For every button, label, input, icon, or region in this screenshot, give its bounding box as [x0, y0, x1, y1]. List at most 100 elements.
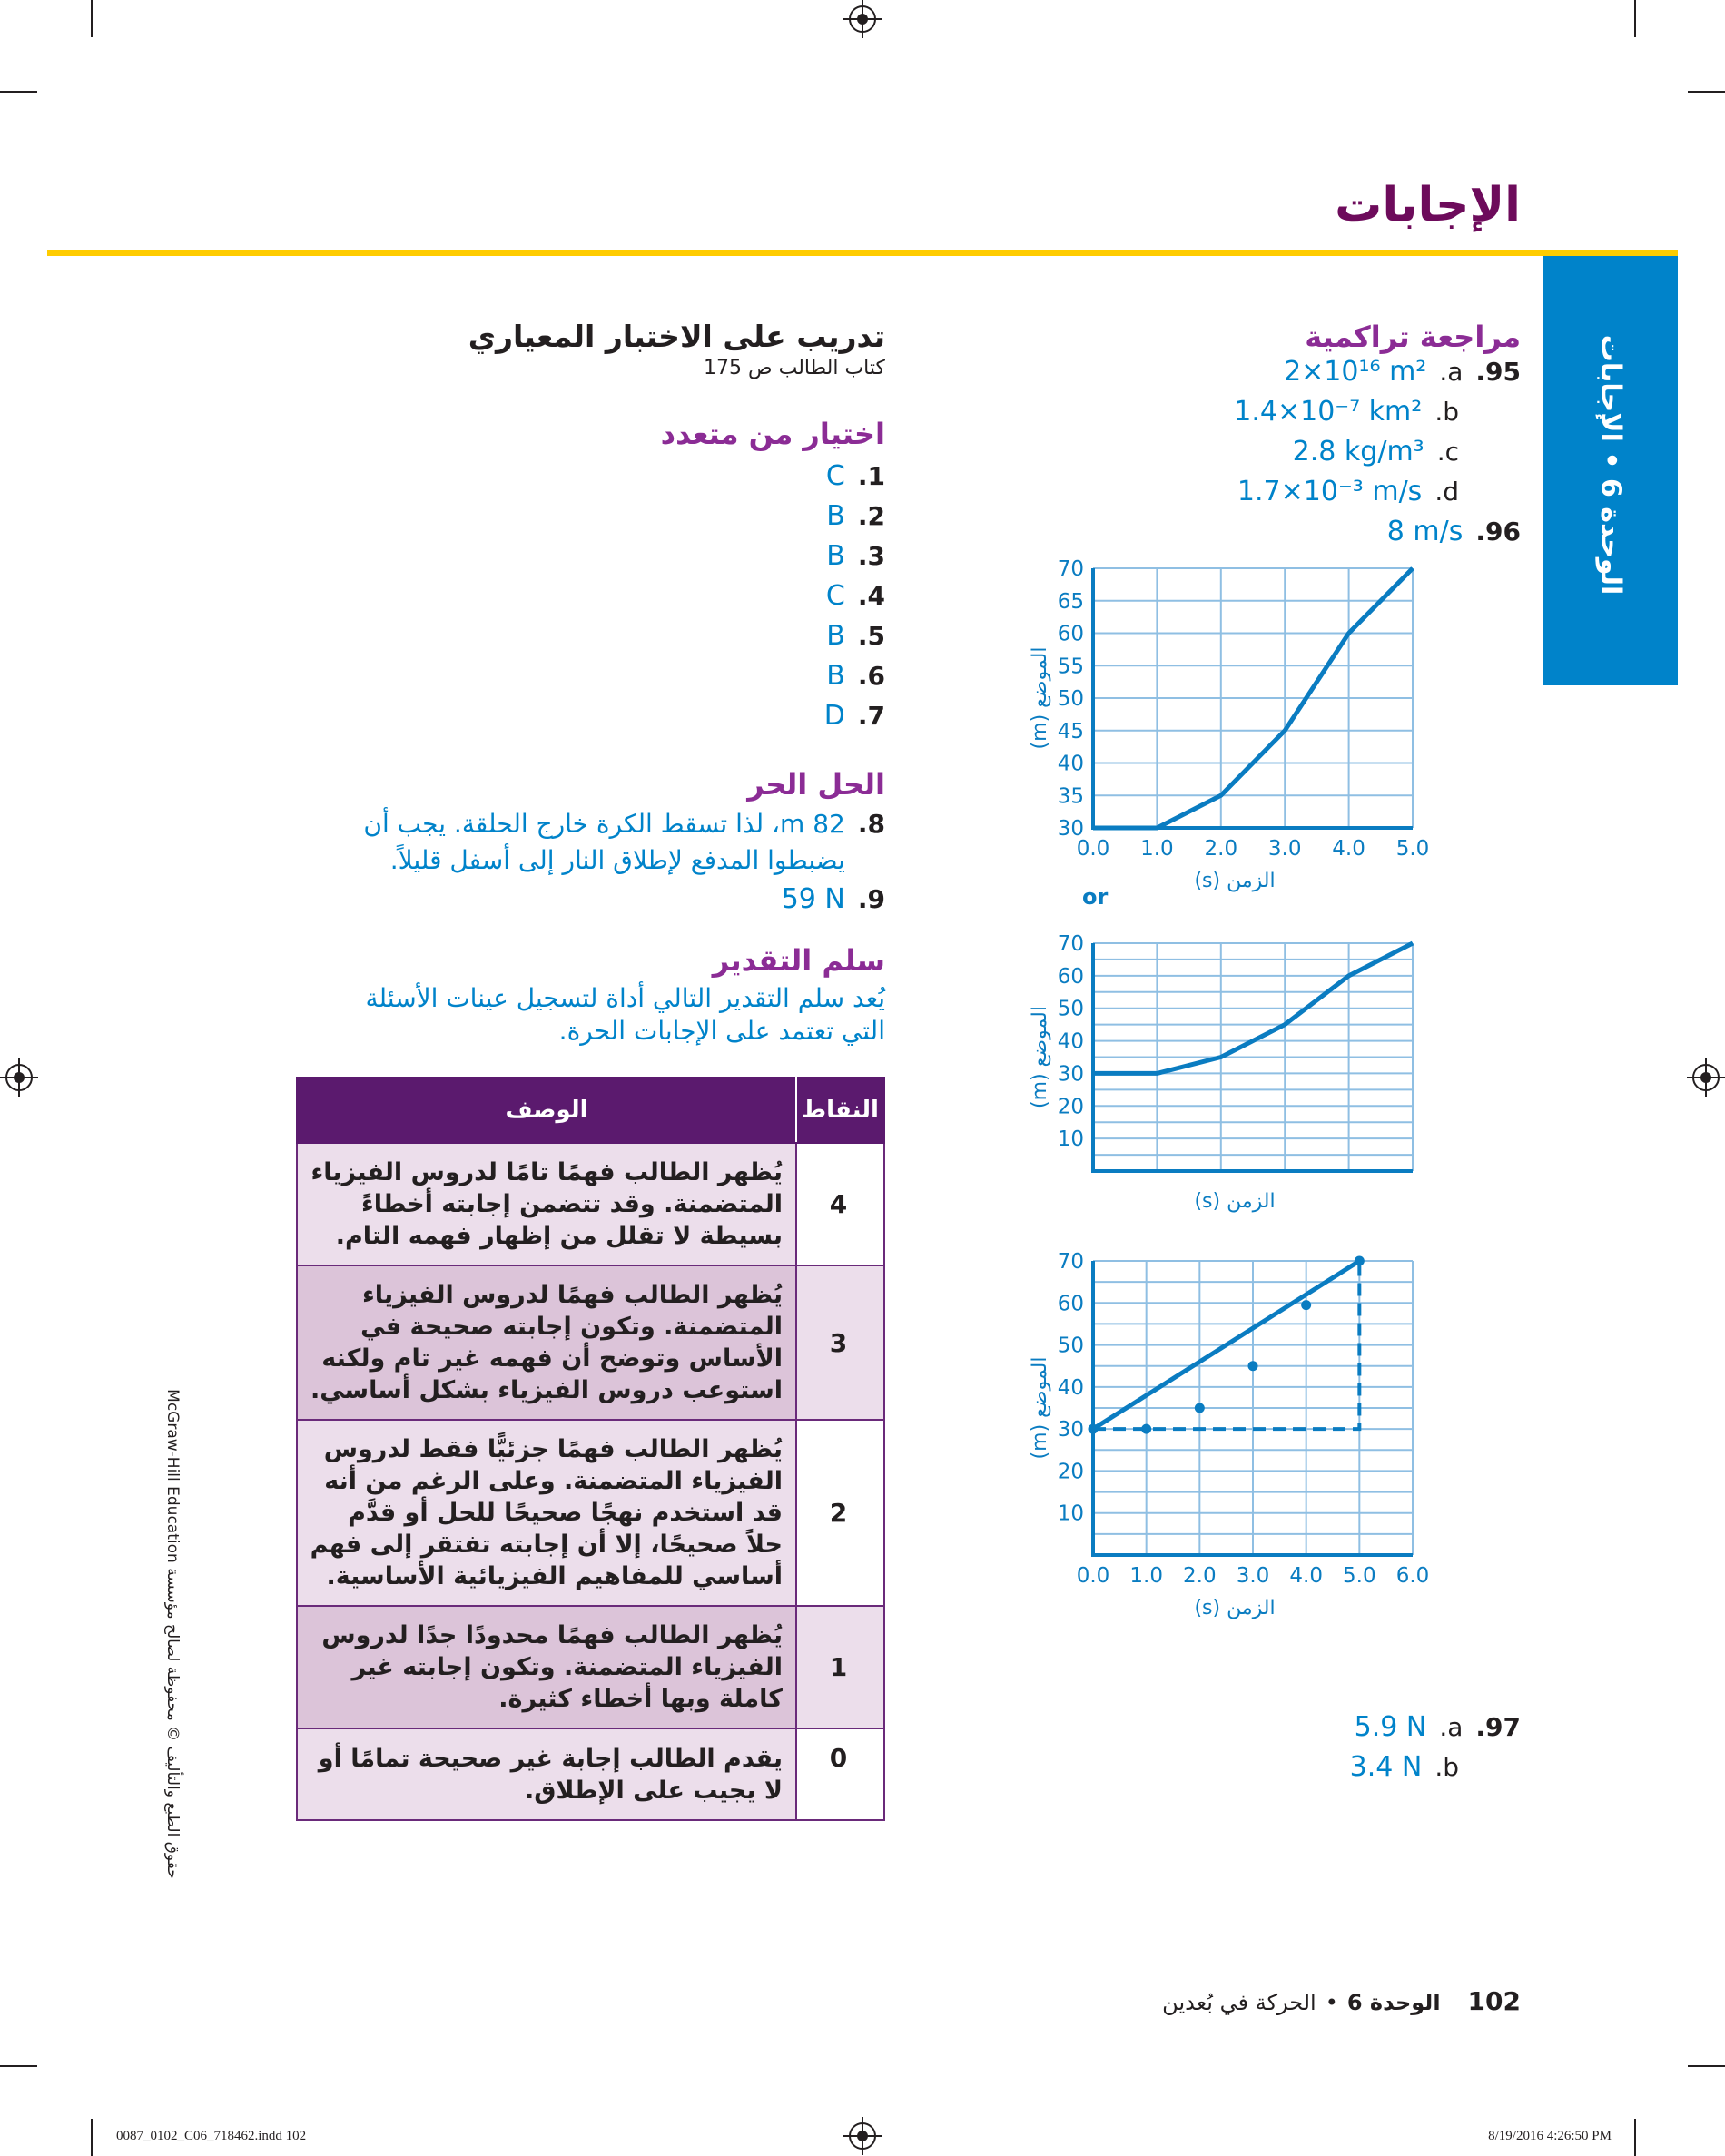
- x-axis-label: الزمن (s): [1194, 1190, 1275, 1213]
- crop-mark: [91, 2119, 93, 2156]
- rubric-intro: يُعد سلم التقدير التالي أداة لتسجيل عينا…: [365, 983, 885, 1046]
- y-tick-label: 45: [1058, 720, 1084, 743]
- y-tick-label: 40: [1058, 1376, 1084, 1400]
- description-cell: يقدم الطالب إجابة غير صحيحة تمامًا أو لا…: [296, 1728, 797, 1821]
- table-row: 1 يُظهر الطالب فهمًا محدودًا جدًا لدروس ا…: [296, 1605, 885, 1729]
- x-tick-label: 5.0: [1343, 1564, 1376, 1588]
- item-number: .8: [857, 809, 885, 839]
- y-tick-label: 30: [1058, 1418, 1084, 1442]
- item-answer: 3.4 N: [1349, 1751, 1423, 1783]
- scoring-rubric-table: النقاط الوصف 4 يُظهر الطالب فهمًا تامًا ل…: [296, 1077, 885, 1821]
- item-answer: B: [826, 499, 845, 532]
- item-answer: 2.8 kg/m³: [1292, 436, 1424, 468]
- y-tick-label: 30: [1058, 1062, 1084, 1086]
- multiple-choice-list: .1 C .2 B .3 B .4 C .5 B .6 B .7 D: [295, 456, 885, 735]
- item-number: .96: [1475, 517, 1521, 546]
- crop-mark: [1634, 2119, 1636, 2156]
- y-tick-label: 70: [1058, 1250, 1084, 1274]
- cumulative-review: مراجعة تراكمية .95 .a 2×10¹⁶ m² .b 1.4×10⁻⁷…: [994, 318, 1521, 556]
- y-tick-label: 20: [1058, 1460, 1084, 1483]
- item-number: .97: [1475, 1712, 1521, 1742]
- item-answer: 2×10¹⁶ m²: [1284, 356, 1427, 388]
- crop-mark: [91, 0, 93, 37]
- table-row: 2 يُظهر الطالب فهمًا جزئيًّا فقط لدروس ال…: [296, 1419, 885, 1607]
- item-number: .9: [857, 883, 885, 914]
- crop-mark: [1688, 2065, 1725, 2067]
- multiple-choice-item: .4 C: [295, 576, 885, 615]
- chart-3: 10 20 30 40 50 60 70 0.0 1.0 2.0 3.0 4.0 5.0 6.0 الزمن…: [1029, 1250, 1429, 1619]
- column-header-points: النقاط: [795, 1077, 885, 1144]
- footer-separator: •: [1325, 1990, 1338, 2015]
- unit-side-tab: الوحدة 6 • الإجابات: [1543, 256, 1678, 685]
- description-cell: يُظهر الطالب فهمًا جزئيًّا فقط لدروس الف…: [296, 1419, 797, 1607]
- table-header-row: النقاط الوصف: [296, 1077, 885, 1144]
- item-answer: B: [826, 539, 845, 572]
- data-line: [1093, 940, 1414, 1076]
- review-item: .c 2.8 kg/m³: [994, 436, 1521, 476]
- question-97: .97 .a 5.9 N .b 3.4 N: [1350, 1711, 1521, 1791]
- copyright-notice: حقوق الطبع والتأليف © محفوظة لصالح مؤسسة…: [163, 1389, 182, 1879]
- x-tick-label: 6.0: [1396, 1564, 1430, 1588]
- multiple-choice-item: .2 B: [295, 496, 885, 536]
- y-tick-label: 40: [1058, 753, 1084, 776]
- item-number: .4: [857, 580, 885, 611]
- crop-mark: [1634, 0, 1636, 37]
- review-heading: مراجعة تراكمية: [1305, 320, 1521, 354]
- x-tick-label: 3.0: [1237, 1564, 1270, 1588]
- description-cell: يُظهر الطالب فهمًا تامًا لدروس الفيزياء …: [296, 1142, 797, 1266]
- item-answer: 1.7×10⁻³ m/s: [1237, 476, 1423, 507]
- x-tick-label: 0.0: [1077, 1564, 1110, 1588]
- data-point: [1301, 1300, 1312, 1311]
- y-tick-label: 30: [1058, 817, 1084, 841]
- x-tick-label: 4.0: [1289, 1564, 1323, 1588]
- item-answer: C: [825, 459, 845, 492]
- y-tick-label: 60: [1058, 965, 1084, 989]
- item-answer: B: [826, 659, 845, 692]
- y-tick-label: 20: [1058, 1095, 1084, 1118]
- best-fit-line: [1091, 1258, 1361, 1432]
- item-number: .7: [857, 700, 885, 731]
- rubric-heading: سلم التقدير: [712, 943, 885, 978]
- table-row: 3 يُظهر الطالب فهمًا لدروس الفيزياء المتض…: [296, 1265, 885, 1421]
- data-point: [1141, 1423, 1152, 1434]
- review-item: .95 .a 2×10¹⁶ m²: [994, 356, 1521, 396]
- y-tick-label: 50: [1058, 687, 1084, 711]
- y-tick-label: 70: [1058, 932, 1084, 956]
- y-tick-label: 50: [1058, 998, 1084, 1021]
- chart-1: 30 35 40 45 50 55 60 65 70 0.0 1.0 2.0 3.0 4.0 5.0 الزم…: [1029, 557, 1429, 892]
- y-axis-label: الموضع (m): [1029, 1357, 1051, 1460]
- footer-unit: الوحدة 6: [1346, 1990, 1441, 2015]
- points-cell: 1: [795, 1605, 885, 1729]
- x-tick-label: 2.0: [1205, 837, 1238, 861]
- item-answer: D: [823, 699, 845, 732]
- column-header-description: الوصف: [296, 1077, 797, 1144]
- item-answer: C: [825, 579, 845, 612]
- multiple-choice-item: .7 D: [295, 695, 885, 735]
- item-number: .6: [857, 660, 885, 691]
- item-number: .95: [1475, 357, 1521, 387]
- y-tick-label: 60: [1058, 1292, 1084, 1315]
- item-sub-letter: .a: [1439, 357, 1464, 387]
- table-row: 0 يقدم الطالب إجابة غير صحيحة تمامًا أو ل…: [296, 1728, 885, 1821]
- points-cell: 4: [795, 1142, 885, 1266]
- registration-mark-icon: [1687, 1058, 1725, 1097]
- y-tick-label: 55: [1058, 655, 1084, 678]
- registration-mark-icon: [843, 0, 882, 38]
- item-sub-letter: .b: [1434, 1752, 1459, 1782]
- points-cell: 0: [795, 1728, 885, 1821]
- y-tick-label: 35: [1058, 784, 1084, 808]
- review-item: .96 8 m/s: [994, 516, 1521, 556]
- review-item: .d 1.7×10⁻³ m/s: [994, 476, 1521, 516]
- item-number: .5: [857, 620, 885, 651]
- y-axis-label: الموضع (m): [1029, 1006, 1051, 1108]
- data-point: [1088, 1423, 1099, 1434]
- data-point: [1247, 1361, 1258, 1372]
- item-sub-letter: .a: [1439, 1712, 1464, 1742]
- chart-2: 10 20 30 40 50 60 70 الزمن (s) الموضع (m): [1029, 932, 1414, 1213]
- table-row: 4 يُظهر الطالب فهمًا تامًا لدروس الفيزياء…: [296, 1142, 885, 1266]
- data-point: [1194, 1403, 1205, 1413]
- x-tick-label: 5.0: [1396, 837, 1430, 861]
- multiple-choice-item: .1 C: [295, 456, 885, 496]
- y-axis-label: الموضع (m): [1029, 647, 1051, 750]
- x-axis-label: الزمن (s): [1194, 870, 1275, 892]
